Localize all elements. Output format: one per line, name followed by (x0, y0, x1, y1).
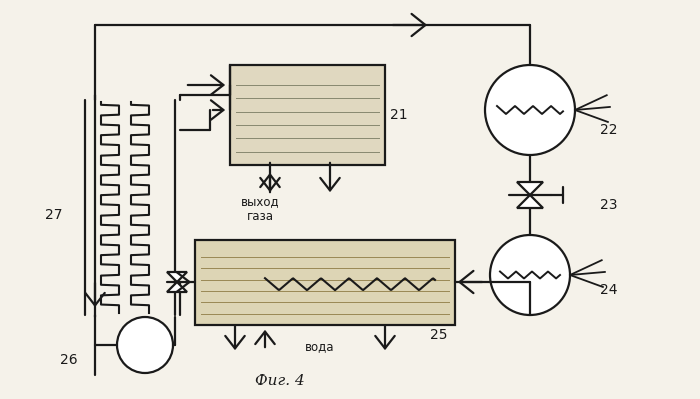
Bar (230, 65, 385, 165)
Polygon shape (517, 182, 543, 195)
Text: Фиг. 4: Фиг. 4 (255, 374, 305, 388)
Text: 21: 21 (390, 108, 407, 122)
Text: 24: 24 (600, 283, 617, 297)
Text: 22: 22 (600, 123, 617, 137)
Circle shape (485, 65, 575, 155)
Text: выход
газа: выход газа (241, 195, 279, 223)
Text: 26: 26 (60, 353, 78, 367)
Polygon shape (167, 272, 187, 282)
Text: вода: вода (305, 340, 335, 353)
Polygon shape (167, 282, 187, 292)
Circle shape (490, 235, 570, 315)
Polygon shape (517, 195, 543, 208)
Text: 25: 25 (430, 328, 447, 342)
Text: 27: 27 (45, 208, 62, 222)
Circle shape (117, 317, 173, 373)
Text: 23: 23 (600, 198, 617, 212)
Bar (195, 240, 455, 325)
